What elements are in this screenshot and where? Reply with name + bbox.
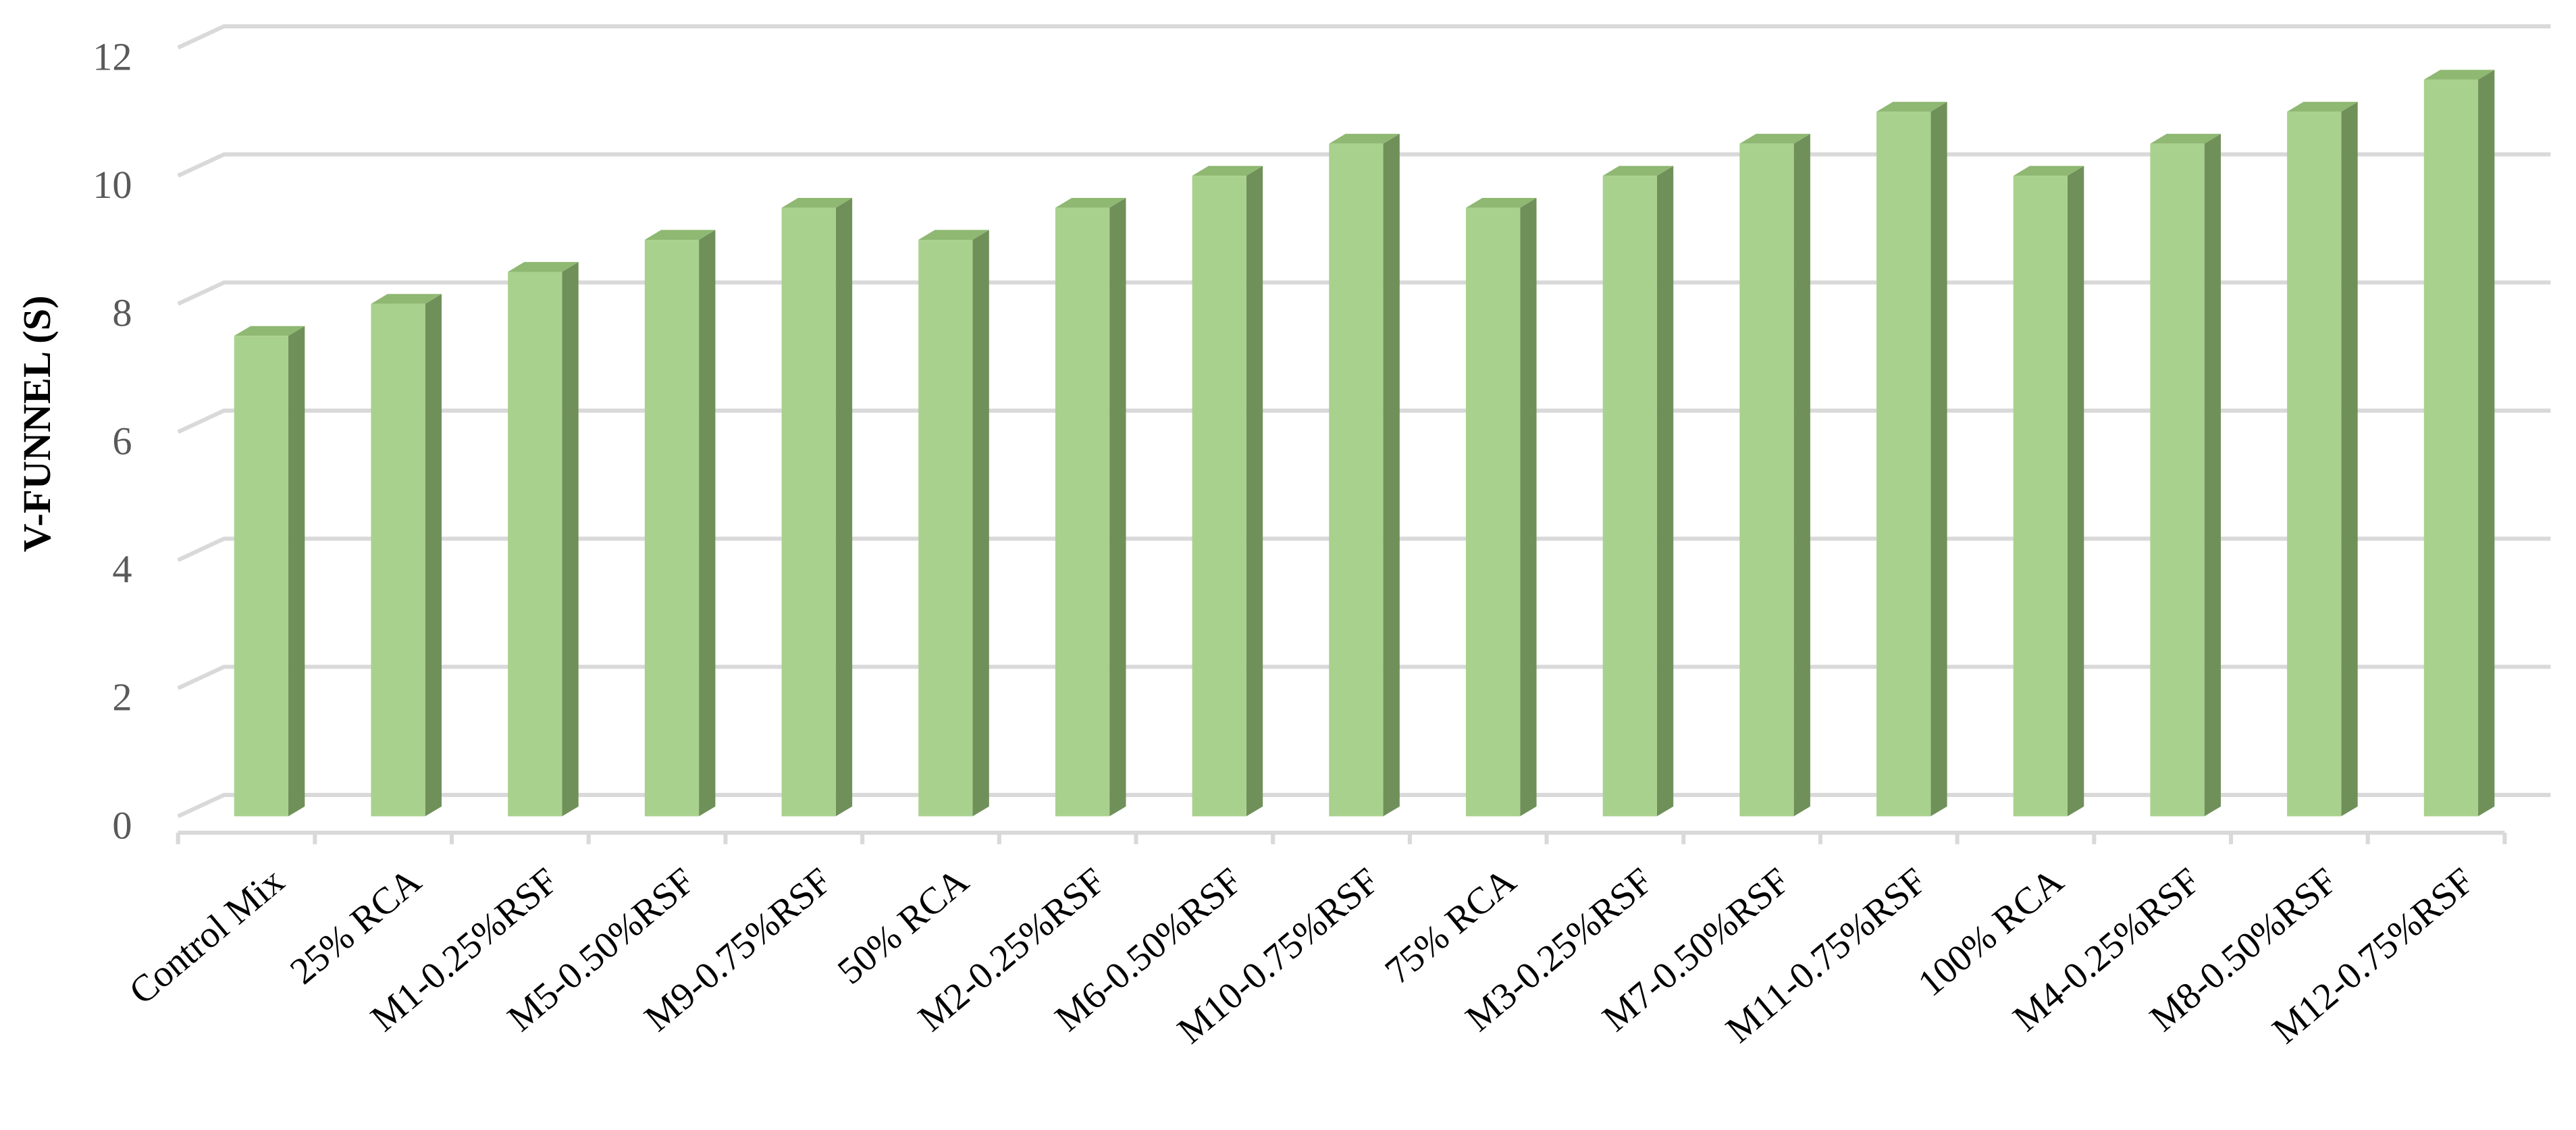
bar	[1602, 165, 1674, 817]
bar-side	[562, 261, 579, 817]
bar	[918, 230, 989, 817]
bar-top	[2423, 70, 2495, 80]
bar-side	[1793, 134, 1810, 817]
y-axis-title: V-FUNNEL (S)	[15, 295, 59, 552]
y-tick-label: 2	[112, 675, 132, 719]
bar-top	[2287, 101, 2358, 112]
bar-top	[1055, 198, 1126, 208]
bar-top	[2150, 134, 2221, 144]
bar-top	[1329, 134, 1400, 144]
bar	[1192, 165, 1263, 817]
bar	[371, 294, 442, 817]
bar-side	[2204, 134, 2221, 817]
bar-side	[835, 198, 853, 817]
bar-top	[1465, 198, 1537, 208]
bar-side	[1930, 101, 1947, 817]
bar	[2423, 70, 2495, 817]
bar-top	[1739, 134, 1810, 144]
bar-front	[1055, 207, 1110, 817]
x-tick-label: Control Mix	[122, 860, 292, 1012]
bar-top	[371, 294, 442, 304]
bar	[1055, 198, 1126, 817]
bar-side	[1383, 134, 1400, 817]
bar-front	[2150, 143, 2205, 817]
bar-front	[1876, 111, 1931, 817]
bar-front	[371, 303, 425, 817]
bar-side	[1656, 165, 1674, 817]
bar	[234, 326, 305, 817]
bar-side	[1109, 198, 1126, 817]
y-tick-label: 4	[112, 547, 132, 591]
y-tick-label: 8	[112, 291, 132, 335]
bar-side	[972, 230, 989, 817]
y-tick-label: 6	[112, 419, 132, 463]
bar-side	[2341, 101, 2358, 817]
bar-top	[918, 230, 989, 240]
bar-front	[1329, 143, 1384, 817]
bar-front	[918, 240, 973, 817]
y-tick-label: 0	[112, 803, 132, 847]
bar	[1876, 101, 1947, 817]
bar-top	[508, 261, 579, 272]
y-tick-label: 12	[93, 34, 132, 78]
bar	[2287, 101, 2358, 817]
bar-side	[699, 230, 716, 817]
bar-front	[2013, 176, 2068, 817]
bar	[1465, 198, 1537, 817]
bar	[781, 198, 853, 817]
bar	[508, 261, 579, 817]
bar-top	[1192, 165, 1263, 176]
grid-line	[177, 24, 2551, 50]
bar-side	[1520, 198, 1537, 817]
bar-front	[1465, 207, 1521, 817]
bar-front	[508, 272, 562, 817]
bar-top	[1876, 101, 1947, 112]
bar-front	[2287, 111, 2342, 817]
bar-front	[644, 240, 700, 817]
bar-side	[425, 294, 442, 817]
bar	[644, 230, 716, 817]
bar-front	[781, 207, 836, 817]
bar	[1739, 134, 1810, 817]
bar-side	[2067, 165, 2084, 817]
bar	[2013, 165, 2084, 817]
bar-top	[2013, 165, 2084, 176]
bar-side	[288, 326, 305, 817]
bar-front	[1192, 176, 1246, 817]
bar-side	[1246, 165, 1263, 817]
bar-top	[1602, 165, 1674, 176]
bar-top	[781, 198, 853, 208]
bar	[2150, 134, 2221, 817]
bar-side	[2478, 70, 2495, 817]
bar-front	[1602, 176, 1657, 817]
bar-front	[2423, 79, 2479, 817]
bar	[1329, 134, 1400, 817]
bar-top	[644, 230, 716, 240]
bar-front	[1739, 143, 1794, 817]
bar-top	[234, 326, 305, 336]
y-tick-label: 10	[93, 163, 132, 207]
bar-front	[234, 336, 289, 817]
